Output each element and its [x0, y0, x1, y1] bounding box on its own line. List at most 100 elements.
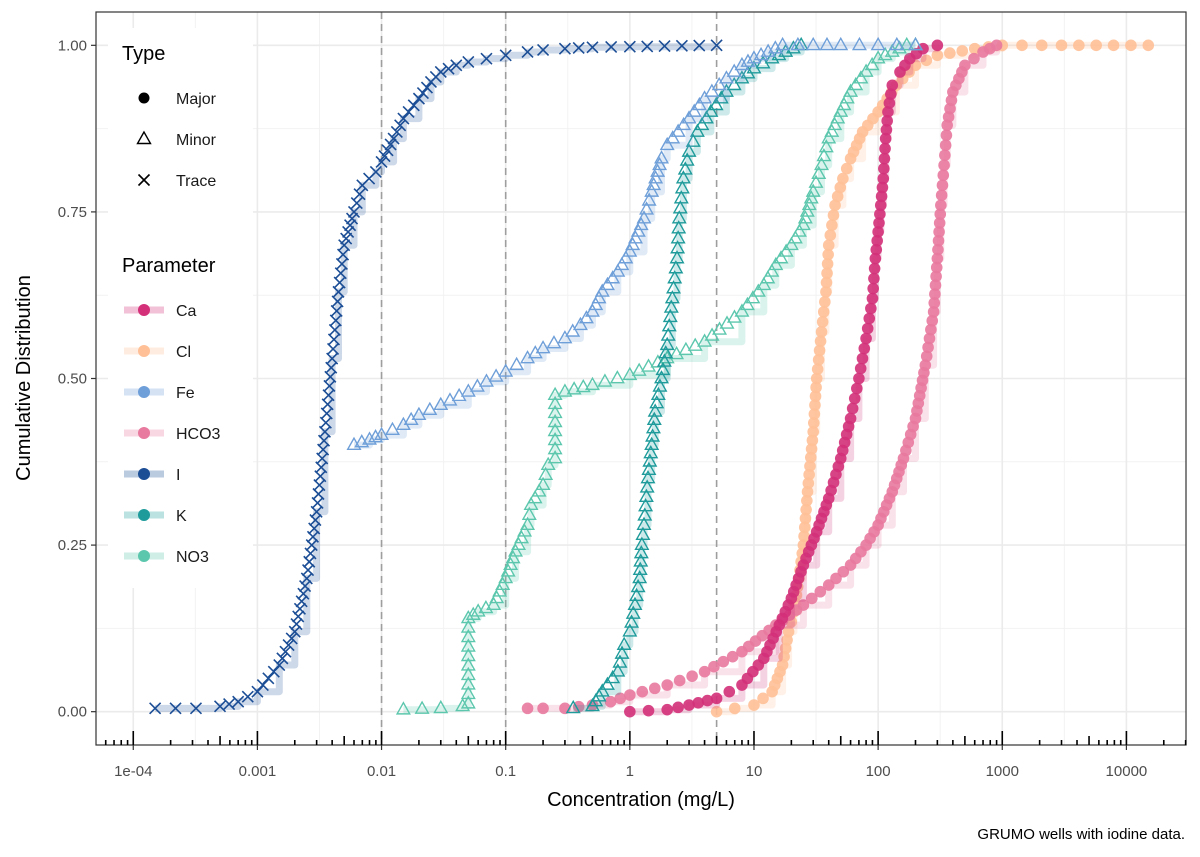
data-point-ca — [866, 292, 879, 305]
data-point-k — [650, 386, 666, 401]
data-point-no3 — [535, 476, 551, 491]
data-point-no3 — [460, 676, 476, 690]
data-point-no3 — [460, 619, 476, 633]
data-point-cl — [801, 494, 813, 507]
data-point-no3 — [495, 576, 511, 590]
data-point-cl — [824, 229, 837, 242]
data-point-no3 — [870, 50, 886, 64]
data-point-fe — [654, 150, 670, 164]
data-point-hco3 — [935, 189, 948, 202]
data-point-no3 — [597, 373, 613, 387]
legend-type-label: Trace — [176, 173, 216, 190]
data-point-fe — [740, 53, 756, 67]
data-point-cl — [814, 335, 827, 347]
data-point-i — [342, 225, 355, 238]
data-point-fe — [686, 103, 702, 117]
data-point-fe — [594, 283, 610, 297]
legend-type-label: Major — [176, 91, 217, 108]
data-point-no3 — [739, 296, 755, 311]
data-point-k — [647, 403, 663, 417]
data-point-k — [632, 561, 648, 575]
data-point-cl — [820, 276, 833, 289]
data-point-no3 — [818, 139, 834, 153]
data-point-i — [282, 638, 295, 652]
data-point-k — [662, 308, 678, 323]
data-point-no3 — [460, 609, 476, 624]
data-point-no3 — [750, 283, 766, 297]
y-tick-label: 0.00 — [58, 704, 87, 721]
data-point-i — [412, 92, 425, 105]
x-tick-label: 10 — [746, 763, 763, 780]
data-point-k — [671, 220, 687, 234]
data-point-k — [610, 663, 626, 677]
data-point-no3 — [460, 685, 476, 700]
data-point-hco3 — [934, 208, 947, 220]
data-point-hco3 — [624, 689, 636, 701]
data-point-i — [256, 678, 269, 692]
legend-key-dot — [138, 386, 150, 398]
data-point-fe — [535, 340, 551, 354]
data-point-i — [241, 690, 254, 703]
data-point-fe — [851, 36, 867, 51]
data-point-k — [677, 161, 693, 175]
data-point-no3 — [760, 270, 776, 284]
data-point-k — [667, 270, 683, 284]
data-point-fe — [411, 406, 427, 421]
legend-type-major: Major — [138, 91, 217, 108]
data-point-no3 — [566, 381, 582, 395]
data-point-i — [390, 125, 403, 139]
data-point-fe — [648, 170, 664, 184]
data-point-ca — [872, 226, 884, 238]
data-point-k — [634, 536, 650, 550]
data-point-hco3 — [930, 261, 943, 274]
data-point-cl — [806, 434, 819, 447]
data-point-fe — [591, 290, 607, 304]
data-point-i — [330, 304, 343, 317]
data-point-ca — [875, 190, 888, 203]
data-point-cl — [1073, 39, 1085, 52]
data-point-no3 — [538, 466, 554, 481]
data-point-hco3 — [537, 702, 549, 715]
data-point-no3 — [511, 536, 527, 550]
x-tick-label: 0.01 — [367, 763, 396, 780]
data-point-no3 — [853, 70, 869, 84]
data-point-k — [661, 318, 677, 332]
data-point-no3 — [827, 116, 843, 131]
legend-key-dot — [138, 304, 150, 316]
data-point-no3 — [505, 549, 521, 564]
data-point-i — [340, 232, 353, 245]
data-point-k — [605, 669, 621, 684]
data-point-no3 — [498, 569, 514, 584]
data-point-no3 — [858, 63, 874, 77]
data-point-k — [644, 436, 660, 451]
data-point-fe — [584, 303, 600, 317]
data-point-cl — [820, 286, 832, 298]
data-point-cl — [801, 485, 814, 498]
y-tick-label: 1.00 — [58, 37, 87, 54]
data-point-fe — [610, 263, 626, 277]
data-point-fe — [588, 296, 604, 311]
data-point-cl — [931, 49, 944, 62]
data-point-no3 — [514, 529, 530, 544]
data-point-ca — [683, 699, 695, 711]
data-point-no3 — [460, 666, 476, 681]
data-point-no3 — [843, 83, 859, 97]
data-point-no3 — [877, 46, 893, 61]
data-point-k — [674, 180, 690, 194]
data-point-i — [353, 188, 366, 201]
data-point-ca — [661, 703, 674, 716]
data-point-k — [659, 336, 675, 351]
data-point-no3 — [833, 103, 849, 117]
data-point-i — [369, 165, 382, 178]
legend-parameter-ca: Ca — [124, 303, 197, 320]
data-point-k — [640, 470, 656, 484]
data-point-k — [681, 143, 697, 157]
data-point-i — [347, 205, 361, 218]
data-point-no3 — [899, 36, 915, 51]
data-point-hco3 — [932, 243, 944, 256]
data-point-k — [622, 623, 638, 637]
data-point-i — [328, 323, 341, 337]
data-point-fe — [546, 335, 562, 349]
data-point-fe — [633, 216, 649, 231]
